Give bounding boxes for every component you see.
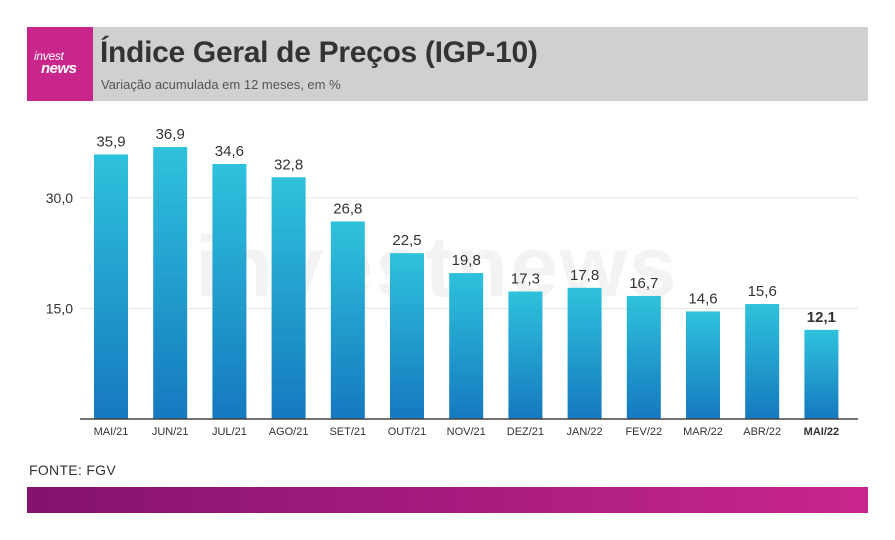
- x-tick-label: FEV/22: [625, 426, 662, 438]
- bar-JAN/22: [567, 287, 602, 419]
- bar-MAR/22: [686, 311, 720, 419]
- x-tick-label: MAI/21: [94, 426, 129, 438]
- x-tick-label: DEZ/21: [507, 426, 544, 438]
- value-label: 32,8: [274, 156, 303, 173]
- bar-ABR/22: [745, 304, 780, 419]
- x-tick-label: AGO/21: [269, 426, 309, 438]
- value-label: 22,5: [392, 232, 421, 249]
- value-label: 15,6: [748, 283, 777, 300]
- value-label: 17,3: [511, 270, 540, 287]
- source-note: FONTE: FGV: [29, 462, 116, 478]
- bar-AGO/21: [271, 177, 306, 419]
- value-label: 36,9: [156, 126, 185, 143]
- value-label: 34,6: [215, 143, 244, 160]
- bar-DEZ/21: [508, 291, 543, 419]
- value-label: 16,7: [629, 275, 658, 292]
- x-tick-label: JUL/21: [212, 426, 247, 438]
- y-tick-label: 15,0: [46, 300, 73, 316]
- x-tick-label: ABR/22: [743, 426, 781, 438]
- bar-NOV/21: [449, 273, 484, 419]
- bar-JUN/21: [153, 147, 188, 419]
- x-tick-label: MAR/22: [683, 426, 723, 438]
- value-label: 35,9: [96, 133, 125, 150]
- bar-OUT/21: [390, 253, 424, 419]
- x-tick-label: JUN/21: [152, 426, 189, 438]
- x-tick-label: SET/21: [329, 426, 366, 438]
- value-label: 17,8: [570, 267, 599, 284]
- x-tick-label: OUT/21: [388, 426, 427, 438]
- value-label: 12,1: [807, 309, 836, 326]
- value-label: 14,6: [688, 290, 717, 307]
- value-label: 19,8: [452, 252, 481, 269]
- x-axis-labels: MAI/21 JUN/21 JUL/21 AGO/21 SET/21 OUT/21 NOV/…: [94, 426, 840, 438]
- bars: [94, 147, 839, 419]
- bar-chart: 15,0 30,0 35,9 36,9 34,6 32,8 26,8 22,5 19,8 17,…: [46, 126, 858, 438]
- chart-header: invest news Índice Geral de Preços (IGP-…: [27, 27, 868, 101]
- x-tick-label: NOV/21: [447, 426, 486, 438]
- bar-MAI/21: [94, 154, 128, 419]
- x-tick-label: MAI/22: [804, 426, 839, 438]
- bar-MAI/22: [804, 329, 839, 419]
- bar-JUL/21: [212, 163, 247, 419]
- bar-FEV/22: [626, 295, 661, 419]
- bar-SET/21: [330, 221, 365, 419]
- investnews-logo: invest news: [27, 27, 93, 101]
- value-label: 26,8: [333, 200, 362, 217]
- x-tick-label: JAN/22: [567, 426, 603, 438]
- logo-text-invest: invest: [34, 49, 64, 63]
- logo-text-news: news: [41, 60, 77, 77]
- chart-title: Índice Geral de Preços (IGP-10): [100, 36, 538, 69]
- value-labels: 35,9 36,9 34,6 32,8 26,8 22,5 19,8 17,3 17,8 16,7…: [96, 126, 836, 326]
- y-tick-label: 30,0: [46, 190, 73, 206]
- footer-bar: [27, 487, 868, 513]
- y-axis-ticks: 15,0 30,0: [46, 190, 73, 317]
- chart-subtitle: Variação acumulada em 12 meses, em %: [101, 77, 341, 92]
